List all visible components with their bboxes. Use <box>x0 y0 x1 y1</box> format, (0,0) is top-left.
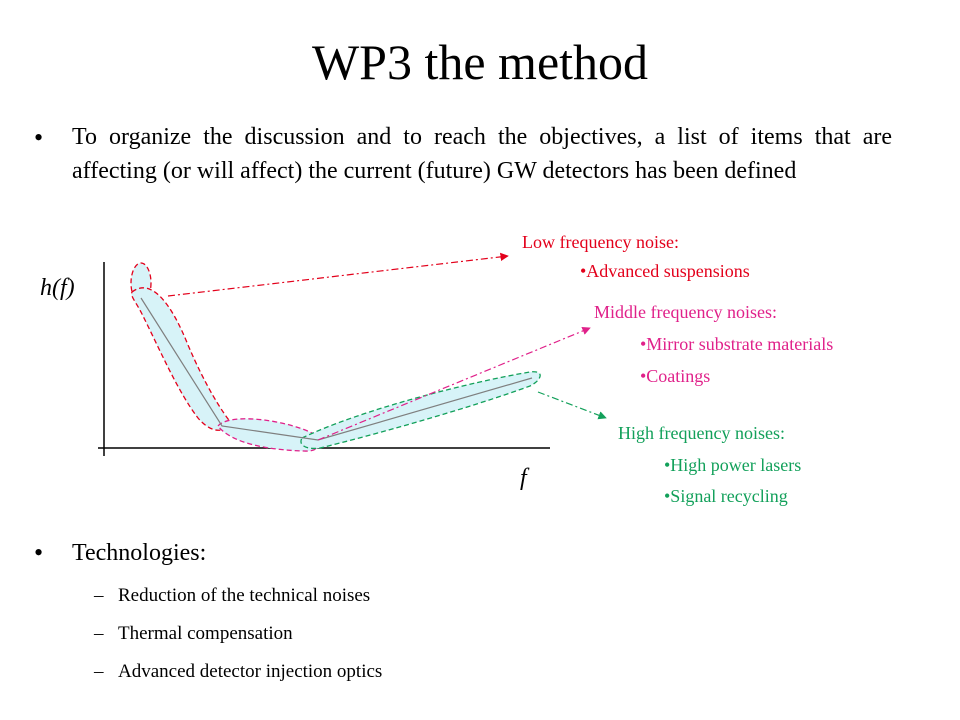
high-frequency-item: •Signal recycling <box>664 486 788 506</box>
high-frequency-arrow <box>537 391 607 420</box>
technology-item-label: Advanced detector injection optics <box>118 661 383 682</box>
technology-item: – Reduction of the technical noises <box>94 584 370 608</box>
y-axis-label: h(f) <box>40 275 75 301</box>
middle-frequency-heading: Middle frequency noises: <box>594 302 777 322</box>
slide-title: WP3 the method <box>311 34 649 90</box>
middle-frequency-item: •Coatings <box>640 366 711 386</box>
high-frequency-heading: High frequency noises: <box>618 423 785 443</box>
low-frequency-heading: Low frequency noise: <box>522 232 679 252</box>
technologies-heading: Technologies: <box>72 540 207 566</box>
dash-symbol: – <box>94 661 104 682</box>
middle-frequency-region-steep <box>130 287 233 431</box>
intro-text: To organize the discussion and to reach … <box>72 124 892 184</box>
technology-item-label: Reduction of the technical noises <box>118 585 371 606</box>
x-axis-label: f <box>520 465 527 491</box>
middle-frequency-item: •Mirror substrate materials <box>640 334 834 354</box>
technologies-bullet: • <box>34 538 44 567</box>
noise-curve <box>140 297 533 441</box>
dash-symbol: – <box>94 623 104 644</box>
low-frequency-arrow <box>167 252 509 297</box>
high-frequency-item: •High power lasers <box>664 455 802 475</box>
technology-item: – Advanced detector injection optics <box>94 660 382 684</box>
dash-symbol: – <box>94 585 104 606</box>
low-frequency-item: •Advanced suspensions <box>580 261 750 281</box>
technology-item-label: Thermal compensation <box>118 623 293 644</box>
technology-item: – Thermal compensation <box>94 622 293 646</box>
intro-bullet: • <box>34 123 44 152</box>
middle-frequency-arrow <box>317 326 591 441</box>
